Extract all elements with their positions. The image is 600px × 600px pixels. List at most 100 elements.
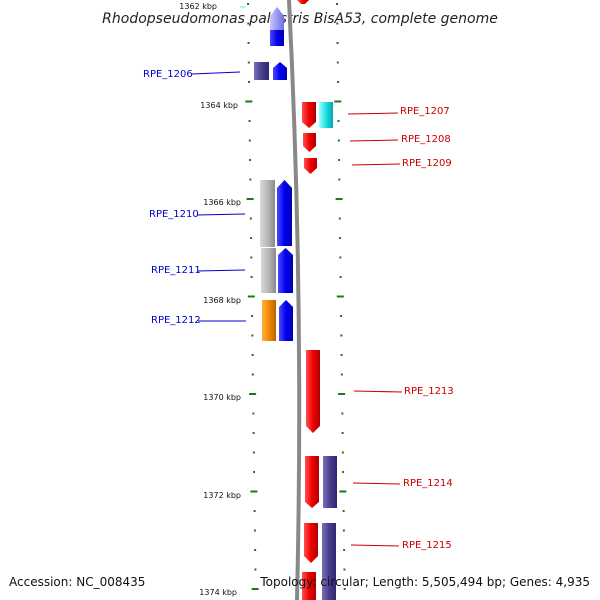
scale-tick-minor xyxy=(248,120,251,122)
scale-tick-minor xyxy=(247,3,250,5)
scale-tick-minor xyxy=(247,22,250,25)
scale-tick-minor xyxy=(343,568,346,571)
scale-tick-minor xyxy=(251,373,254,376)
scale-tick-minor xyxy=(252,432,255,434)
scale-tick-minor xyxy=(340,354,343,356)
gene-arrow-rpe1211[interactable] xyxy=(278,248,293,293)
gene-arrow-rpe1208[interactable] xyxy=(303,133,316,152)
gene-label-rpe1208[interactable]: RPE_1208 xyxy=(401,134,451,145)
scale-tick-major xyxy=(339,490,347,493)
scale-tick-minor xyxy=(343,588,346,590)
gene-arrow-rpe1215[interactable] xyxy=(304,523,318,563)
gene-arrow-forward-top xyxy=(270,30,284,46)
kbp-label-1366: 1366 kbp xyxy=(203,198,241,207)
scale-tick-major xyxy=(250,490,258,493)
scale-tick-minor xyxy=(252,451,255,454)
gene-arrow-rpe1207[interactable] xyxy=(302,102,316,128)
scale-tick-minor xyxy=(250,276,253,278)
kbp-scale: 1362 kbp 1364 kbp 1366 kbp 1368 kbp 1370… xyxy=(179,2,241,597)
gene-arrow-rpe1214[interactable] xyxy=(305,456,319,508)
scale-tick-minor xyxy=(251,315,254,317)
gene-arrow-partial-top xyxy=(297,0,309,4)
scale-tick-major xyxy=(246,198,254,200)
genome-backbone xyxy=(287,0,302,600)
scale-tick-minor xyxy=(247,42,250,44)
scale-tick-minor xyxy=(336,42,339,44)
scale-tick-minor xyxy=(249,159,252,161)
leader-line-rpe1211 xyxy=(196,269,246,272)
scale-tick-major xyxy=(251,588,259,590)
scale-tick-minor xyxy=(339,276,342,278)
scale-tick-minor xyxy=(343,549,346,551)
scale-tick-major xyxy=(335,198,343,200)
gene-cds-rpe1212 xyxy=(262,300,276,341)
scale-tick-minor xyxy=(342,529,345,532)
kbp-label-1372: 1372 kbp xyxy=(203,491,241,500)
gene-label-rpe1215[interactable]: RPE_1215 xyxy=(402,540,452,551)
scale-tick-minor xyxy=(337,120,340,122)
leader-line-rpe1213 xyxy=(353,390,403,393)
kbp-label-1370: 1370 kbp xyxy=(203,393,241,402)
topology-text: Topology: circular; Length: 5,505,494 bp… xyxy=(259,575,590,589)
scale-tick-minor xyxy=(340,373,343,376)
gene-label-rpe1210[interactable]: RPE_1210 xyxy=(149,209,199,220)
scale-tick-minor xyxy=(341,412,344,415)
scale-tick-minor xyxy=(341,432,344,434)
scale-tick-minor xyxy=(337,139,340,142)
gene-label-rpe1211[interactable]: RPE_1211 xyxy=(151,265,201,276)
scale-tick-minor xyxy=(247,61,250,64)
gene-label-rpe1212[interactable]: RPE_1212 xyxy=(151,315,201,326)
gene-cds-rpe1215 xyxy=(322,523,336,600)
gene-label-rpe1213[interactable]: RPE_1213 xyxy=(404,386,454,397)
scale-tick-minor xyxy=(337,81,340,83)
scale-tick-minor xyxy=(251,354,254,356)
leader-line-rpe1210 xyxy=(196,213,246,216)
scale-tick-major xyxy=(338,393,346,395)
gene-label-rpe1214[interactable]: RPE_1214 xyxy=(403,478,453,489)
gene-arrow-rpe1213[interactable] xyxy=(306,350,320,433)
leader-line-rpe1214 xyxy=(352,482,401,485)
scale-tick-minor xyxy=(249,178,252,181)
gene-arrow-rpe1209[interactable] xyxy=(304,158,317,174)
gene-arrow-partial-bottom xyxy=(302,572,316,600)
gene-arrow-rpe1206[interactable] xyxy=(273,62,287,80)
scale-tick-minor xyxy=(248,81,251,83)
kbp-label-1362: 1362 kbp xyxy=(179,2,217,11)
kbp-label-1364: 1364 kbp xyxy=(200,101,238,110)
leader-line-rpe1207 xyxy=(347,112,399,115)
scale-tick-major xyxy=(334,100,342,103)
gene-arrow-rpe1210[interactable] xyxy=(277,180,292,246)
gene-cds-rpe1214 xyxy=(323,456,337,508)
scale-tick-minor xyxy=(341,451,344,454)
gene-label-rpe1206[interactable]: RPE_1206 xyxy=(143,69,193,80)
leader-line-rpe1209 xyxy=(351,163,401,166)
map-title: Rhodopseudomonas palustris BisA53, compl… xyxy=(102,11,498,27)
gene-cds-rpe1206 xyxy=(254,62,269,80)
gene-cds-rpe1211 xyxy=(261,248,276,293)
scale-tick-minor xyxy=(342,510,345,512)
scale-tick-minor xyxy=(254,549,257,551)
gene-cds-rpe1210 xyxy=(260,180,275,247)
scale-tick-minor xyxy=(251,334,254,337)
scale-tick-major xyxy=(247,295,255,298)
scale-tick-minor xyxy=(249,217,252,220)
scale-tick-major xyxy=(336,295,344,298)
scale-tick-minor xyxy=(248,139,251,142)
scale-tick-minor xyxy=(250,256,253,259)
gene-cds-rpe1207 xyxy=(319,102,333,128)
scale-tick-minor xyxy=(340,315,343,317)
gene-label-rpe1207[interactable]: RPE_1207 xyxy=(400,106,450,117)
gene-arrow-rpe1212[interactable] xyxy=(279,300,293,341)
leader-line-rpe1206 xyxy=(191,71,241,75)
kbp-label-1374: 1374 kbp xyxy=(199,588,237,597)
scale-tick-minor xyxy=(338,159,341,161)
scale-tick-minor xyxy=(336,22,339,25)
kbp-label-1368: 1368 kbp xyxy=(203,296,241,305)
scale-tick-minor xyxy=(253,510,256,512)
scale-tick-minor xyxy=(339,256,342,259)
tick-column-left xyxy=(245,3,259,590)
scale-tick-major xyxy=(245,100,253,103)
gene-label-rpe1209[interactable]: RPE_1209 xyxy=(402,158,452,169)
scale-tick-minor xyxy=(342,471,345,473)
